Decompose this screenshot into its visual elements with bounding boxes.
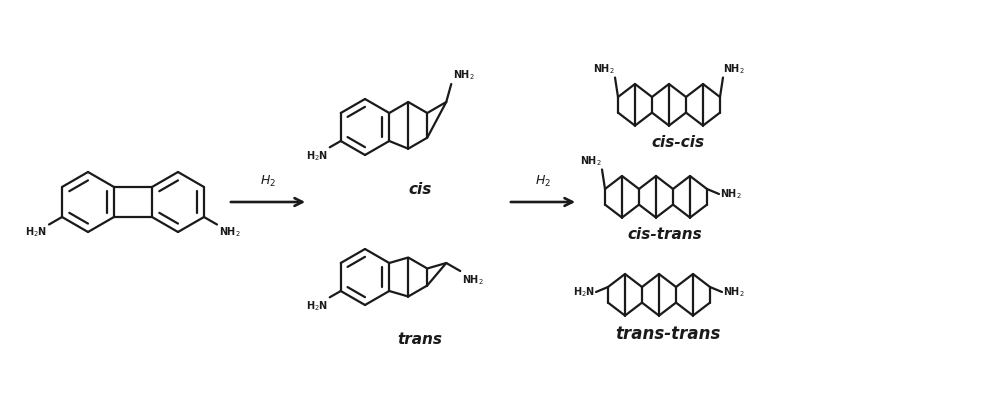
Text: H$_2$N: H$_2$N [306, 299, 328, 313]
Text: NH$_2$: NH$_2$ [453, 68, 475, 82]
Text: trans-trans: trans-trans [615, 325, 721, 343]
Text: H$_2$: H$_2$ [260, 174, 276, 189]
Text: H$_2$: H$_2$ [535, 174, 551, 189]
Text: NH$_2$: NH$_2$ [580, 154, 602, 168]
Text: NH$_2$: NH$_2$ [723, 62, 745, 76]
Text: H$_2$N: H$_2$N [573, 285, 595, 299]
Text: cis: cis [408, 182, 432, 197]
Text: cis-trans: cis-trans [628, 227, 702, 242]
Text: NH$_2$: NH$_2$ [219, 225, 241, 239]
Text: NH$_2$: NH$_2$ [723, 285, 745, 299]
Text: cis-cis: cis-cis [651, 135, 705, 150]
Text: H$_2$N: H$_2$N [25, 225, 47, 239]
Text: H$_2$N: H$_2$N [306, 149, 328, 163]
Text: NH$_2$: NH$_2$ [593, 62, 615, 76]
Text: NH$_2$: NH$_2$ [720, 187, 742, 201]
Text: trans: trans [398, 332, 443, 347]
Text: NH$_2$: NH$_2$ [462, 273, 484, 287]
